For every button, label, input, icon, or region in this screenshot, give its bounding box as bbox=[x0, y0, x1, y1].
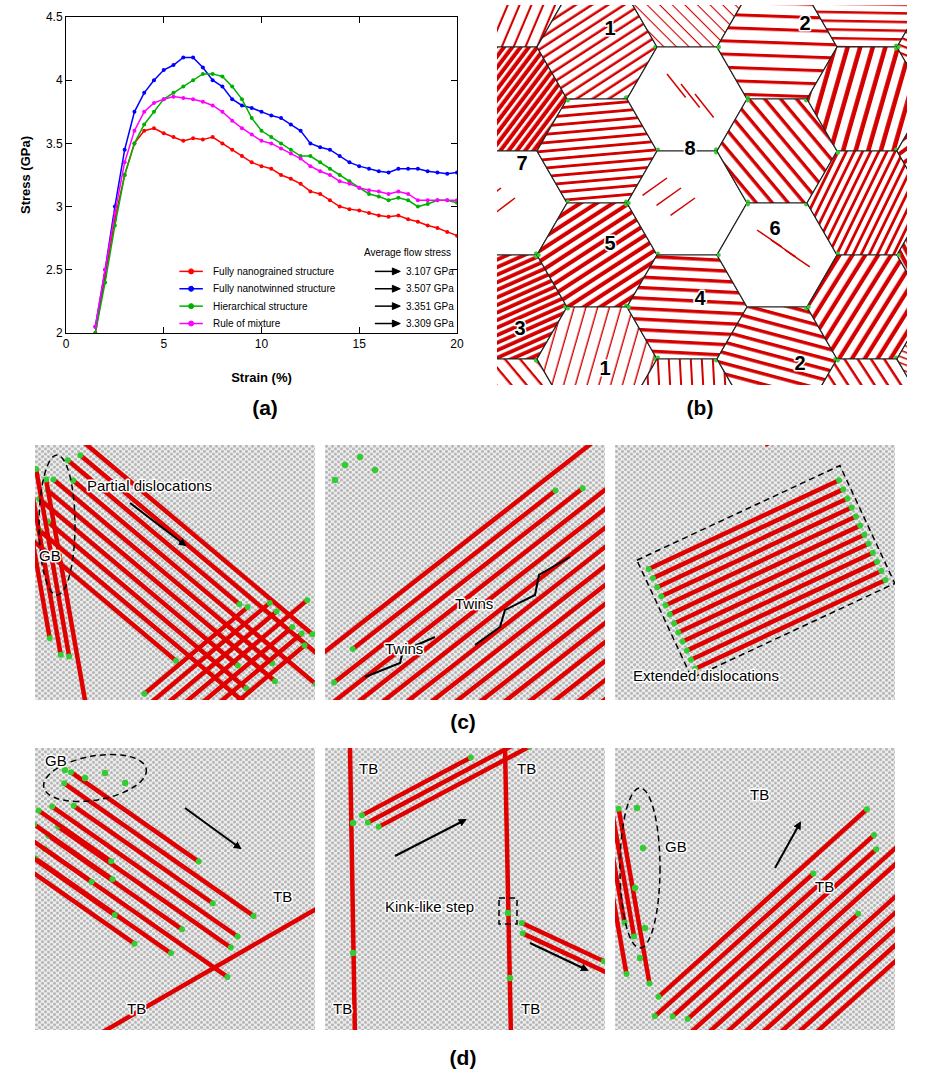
svg-text:TB: TB bbox=[359, 760, 378, 777]
svg-text:Twins: Twins bbox=[455, 595, 493, 612]
svg-text:Rule of mixture: Rule of mixture bbox=[213, 318, 281, 329]
svg-text:4: 4 bbox=[56, 73, 63, 87]
svg-text:Twins: Twins bbox=[385, 640, 423, 657]
svg-text:15: 15 bbox=[353, 337, 367, 351]
svg-text:2: 2 bbox=[799, 12, 810, 34]
svg-text:Extended dislocations: Extended dislocations bbox=[633, 667, 779, 684]
svg-text:TB: TB bbox=[333, 1000, 352, 1017]
svg-text:4: 4 bbox=[694, 287, 706, 309]
svg-text:3: 3 bbox=[514, 317, 525, 339]
svg-text:TB: TB bbox=[815, 878, 834, 895]
svg-text:0: 0 bbox=[63, 337, 70, 351]
svg-text:2: 2 bbox=[794, 352, 805, 374]
svg-text:Fully nanotwinned structure: Fully nanotwinned structure bbox=[213, 283, 336, 294]
svg-text:3.107 GPa: 3.107 GPa bbox=[406, 266, 454, 277]
svg-text:Stress (GPa): Stress (GPa) bbox=[18, 136, 33, 214]
svg-text:2: 2 bbox=[56, 326, 63, 340]
svg-text:8: 8 bbox=[684, 137, 695, 159]
svg-text:3.309 GPa: 3.309 GPa bbox=[406, 318, 454, 329]
svg-text:TB: TB bbox=[517, 760, 536, 777]
svg-text:Partial dislocations: Partial dislocations bbox=[87, 477, 212, 494]
svg-text:1: 1 bbox=[604, 17, 615, 39]
svg-text:GB: GB bbox=[39, 547, 61, 564]
svg-text:Strain (%): Strain (%) bbox=[231, 370, 292, 385]
html-text:(c): (c) bbox=[450, 710, 476, 733]
svg-text:7: 7 bbox=[516, 152, 527, 174]
svg-text:4.5: 4.5 bbox=[46, 10, 63, 24]
svg-text:6: 6 bbox=[769, 217, 780, 239]
svg-text:Hierarchical structure: Hierarchical structure bbox=[213, 301, 308, 312]
svg-text:Kink-like step: Kink-like step bbox=[385, 898, 474, 915]
svg-text:3.507 GPa: 3.507 GPa bbox=[406, 283, 454, 294]
svg-text:Average flow stress: Average flow stress bbox=[364, 247, 451, 258]
html-text:(a): (a) bbox=[252, 396, 278, 419]
svg-text:Fully nanograined structure: Fully nanograined structure bbox=[213, 266, 335, 277]
svg-text:5: 5 bbox=[604, 232, 615, 254]
svg-text:20: 20 bbox=[450, 337, 464, 351]
html-text:(d): (d) bbox=[449, 1046, 477, 1069]
svg-text:GB: GB bbox=[45, 752, 67, 769]
svg-text:3: 3 bbox=[56, 200, 63, 214]
html-text:(b): (b) bbox=[686, 396, 714, 419]
svg-text:1: 1 bbox=[599, 357, 610, 379]
svg-text:5: 5 bbox=[160, 337, 167, 351]
svg-text:10: 10 bbox=[255, 337, 269, 351]
svg-text:TB: TB bbox=[750, 786, 769, 803]
svg-text:GB: GB bbox=[665, 838, 687, 855]
svg-text:3.5: 3.5 bbox=[46, 137, 63, 151]
svg-text:TB: TB bbox=[521, 1000, 540, 1017]
svg-text:TB: TB bbox=[273, 888, 292, 905]
svg-text:TB: TB bbox=[127, 1000, 146, 1017]
svg-text:2.5: 2.5 bbox=[46, 263, 63, 277]
svg-text:3.351 GPa: 3.351 GPa bbox=[406, 301, 454, 312]
